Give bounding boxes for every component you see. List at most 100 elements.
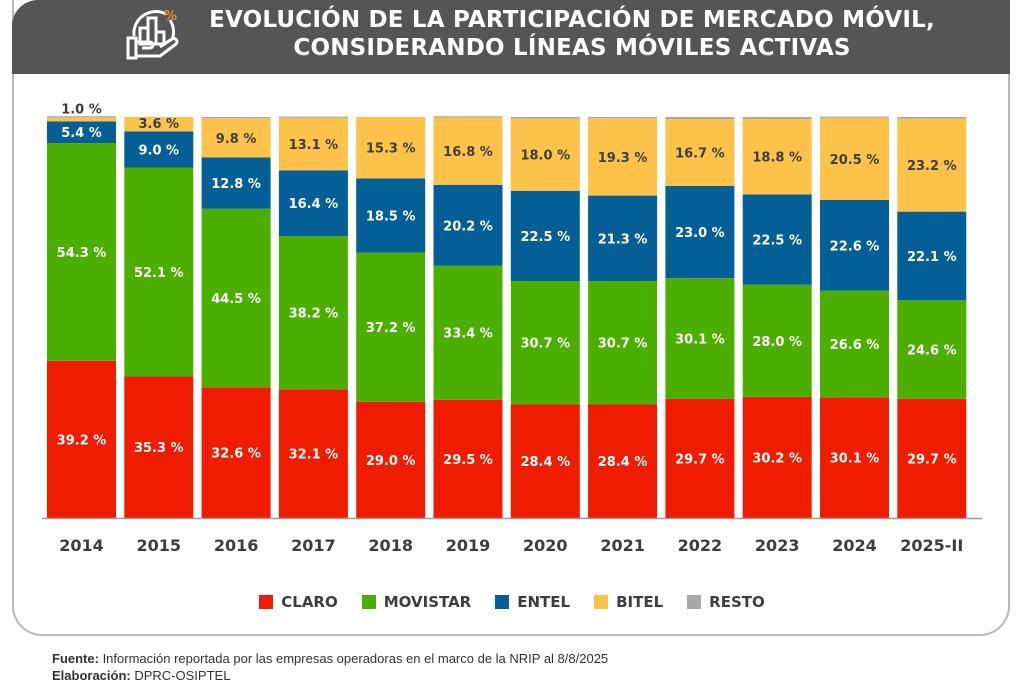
bar-stack-2021: [588, 117, 658, 518]
legend-label: CLARO: [281, 593, 338, 611]
data-label-movistar: 26.6 %: [830, 338, 880, 353]
legend-item-bitel: BITEL: [594, 593, 663, 611]
legend-swatch: [259, 595, 274, 609]
bar-segment-entel: [47, 121, 116, 144]
bar-segment-resto: [820, 116, 889, 118]
bar-segment-bitel: [47, 117, 116, 122]
bar-segment-resto: [665, 117, 735, 120]
bar-segment-bitel: [820, 117, 889, 201]
bar-segment-entel: [356, 178, 426, 253]
bar-segment-entel: [588, 195, 658, 282]
data-label-bitel: 15.3 %: [366, 142, 416, 157]
x-tick-label: 2018: [368, 536, 413, 555]
bar-segment-bitel: [897, 118, 967, 212]
bar-stack-2019: [433, 116, 503, 518]
bar-segment-movistar: [278, 236, 348, 390]
data-label-entel: 16.4 %: [289, 197, 339, 212]
legend-label: RESTO: [709, 593, 765, 611]
bar-segment-resto: [742, 117, 812, 120]
bar-segment-movistar: [356, 252, 426, 402]
data-label-movistar: 30.7 %: [598, 337, 648, 352]
bar-segment-entel: [897, 211, 967, 301]
bar-segment-bitel: [356, 117, 426, 179]
data-label-entel: 5.4 %: [61, 126, 102, 141]
bar-segment-claro: [433, 399, 503, 518]
bar-segment-movistar: [588, 281, 658, 405]
data-label-movistar: 44.5 %: [211, 292, 261, 307]
bar-stack-2017: [278, 116, 348, 518]
bar-segment-entel: [820, 200, 889, 291]
data-label-bitel: 18.8 %: [752, 151, 802, 166]
data-label-bitel: 23.2 %: [907, 159, 957, 174]
data-label-claro: 30.2 %: [752, 451, 802, 466]
bar-segment-bitel: [124, 117, 194, 132]
bar-segment-resto: [510, 117, 580, 119]
bar-segment-movistar: [897, 300, 967, 399]
chart-title-line-1: EVOLUCIÓN DE LA PARTICIPACIÓN DE MERCADO…: [209, 7, 935, 33]
bar-segment-entel: [742, 194, 812, 285]
legend-label: MOVISTAR: [383, 593, 472, 611]
data-label-movistar: 33.4 %: [443, 327, 493, 342]
source-text: Información reportada por las empresas o…: [98, 651, 609, 666]
data-label-claro: 29.0 %: [366, 454, 416, 469]
bar-segment-claro: [510, 404, 580, 518]
data-label-claro: 39.2 %: [57, 433, 107, 448]
bar-segment-claro: [665, 398, 735, 518]
data-label-entel: 23.0 %: [675, 226, 725, 241]
data-label-bitel: 3.6 %: [139, 117, 180, 132]
legend-swatch: [594, 595, 609, 609]
hand-holding-bar-chart-percent-icon: %: [126, 9, 179, 60]
chart-title-line-2: CONSIDERANDO LÍNEAS MÓVILES ACTIVAS: [293, 35, 851, 61]
data-label-movistar: 37.2 %: [366, 321, 416, 336]
data-label-movistar: 38.2 %: [289, 307, 339, 322]
bar-stack-2024: [820, 116, 889, 518]
bar-segment-claro: [588, 404, 658, 518]
legend-label: BITEL: [616, 593, 664, 611]
svg-text:%: %: [164, 9, 177, 24]
data-label-entel: 18.5 %: [366, 209, 416, 224]
bar-segment-movistar: [201, 208, 271, 388]
chart-title: EVOLUCIÓN DE LA PARTICIPACIÓN DE MERCADO…: [192, 6, 952, 62]
x-tick-label: 2017: [291, 536, 336, 555]
legend-swatch: [687, 595, 702, 609]
source-label: Fuente:: [52, 651, 99, 666]
data-label-claro: 28.4 %: [598, 455, 648, 470]
bar-segment-entel: [278, 170, 348, 237]
bar-segment-entel: [665, 185, 735, 279]
bar-segment-entel: [510, 190, 580, 282]
data-label-entel: 22.1 %: [907, 250, 957, 265]
legend-label: ENTEL: [517, 593, 571, 611]
bar-segment-movistar: [47, 143, 116, 361]
bar-stack-2016: [201, 117, 271, 518]
bar-segment-claro: [820, 397, 889, 518]
data-label-movistar: 30.1 %: [675, 333, 725, 348]
data-label-claro: 29.7 %: [907, 452, 957, 467]
data-label-entel: 9.0 %: [139, 143, 180, 158]
chart-header: % EVOLUCIÓN DE LA PARTICIPACIÓN DE MERCA…: [12, 0, 1010, 74]
bar-segment-resto: [433, 116, 503, 118]
bar-segment-bitel: [665, 119, 735, 186]
bar-segment-bitel: [588, 118, 658, 196]
data-label-bitel: 18.0 %: [520, 149, 570, 164]
data-label-claro: 29.5 %: [443, 453, 493, 468]
bar-segment-movistar: [742, 284, 812, 397]
bar-segment-resto: [897, 117, 967, 119]
data-label-movistar: 30.7 %: [520, 337, 570, 352]
bar-stack-2018: [356, 117, 426, 518]
x-tick-label: 2020: [523, 536, 568, 555]
bar-segment-claro: [897, 398, 967, 518]
data-label-movistar: 52.1 %: [134, 266, 184, 281]
data-label-claro: 35.3 %: [134, 441, 184, 456]
x-tick-label: 2025-II: [900, 536, 963, 555]
x-tick-label: 2024: [832, 536, 877, 555]
data-label-bitel: 20.5 %: [830, 153, 880, 168]
bar-segment-bitel: [510, 118, 580, 191]
chart-footer: Fuente: Información reportada por las em…: [52, 650, 608, 684]
data-label-entel: 20.2 %: [443, 219, 493, 234]
legend-item-movistar: MOVISTAR: [361, 593, 472, 611]
x-tick-label: 2023: [755, 536, 800, 555]
bar-segment-resto: [201, 117, 271, 119]
data-label-claro: 32.6 %: [211, 447, 261, 462]
bar-segment-movistar: [510, 281, 580, 405]
